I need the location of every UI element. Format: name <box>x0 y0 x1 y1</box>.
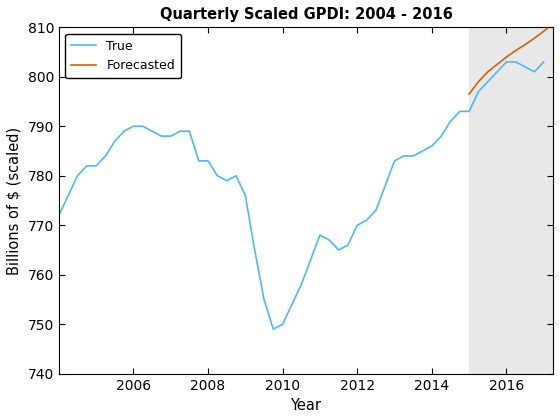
True <box>55 213 62 218</box>
True <box>438 134 445 139</box>
Forecasted <box>522 42 529 47</box>
Line: Forecasted: Forecasted <box>469 28 548 94</box>
Forecasted <box>494 62 501 67</box>
Forecasted <box>469 87 476 92</box>
True <box>372 208 379 213</box>
Forecasted <box>512 48 519 53</box>
Legend: True, Forecasted: True, Forecasted <box>65 34 181 78</box>
Forecasted <box>503 55 510 60</box>
True <box>540 59 547 64</box>
Forecasted <box>484 69 491 74</box>
Forecasted <box>531 36 538 41</box>
Y-axis label: Billions of $ (scaled): Billions of $ (scaled) <box>7 126 22 275</box>
Forecasted <box>544 26 551 31</box>
True <box>503 59 510 64</box>
Forecasted <box>466 92 473 97</box>
True <box>354 223 361 228</box>
Forecasted <box>540 29 547 34</box>
True <box>186 129 193 134</box>
True <box>382 183 389 188</box>
True <box>270 327 277 332</box>
Bar <box>469 27 553 374</box>
Title: Quarterly Scaled GPDI: 2004 - 2016: Quarterly Scaled GPDI: 2004 - 2016 <box>160 7 452 22</box>
True <box>344 242 351 247</box>
X-axis label: Year: Year <box>291 398 321 413</box>
Forecasted <box>475 79 482 84</box>
Line: True: True <box>59 62 544 329</box>
